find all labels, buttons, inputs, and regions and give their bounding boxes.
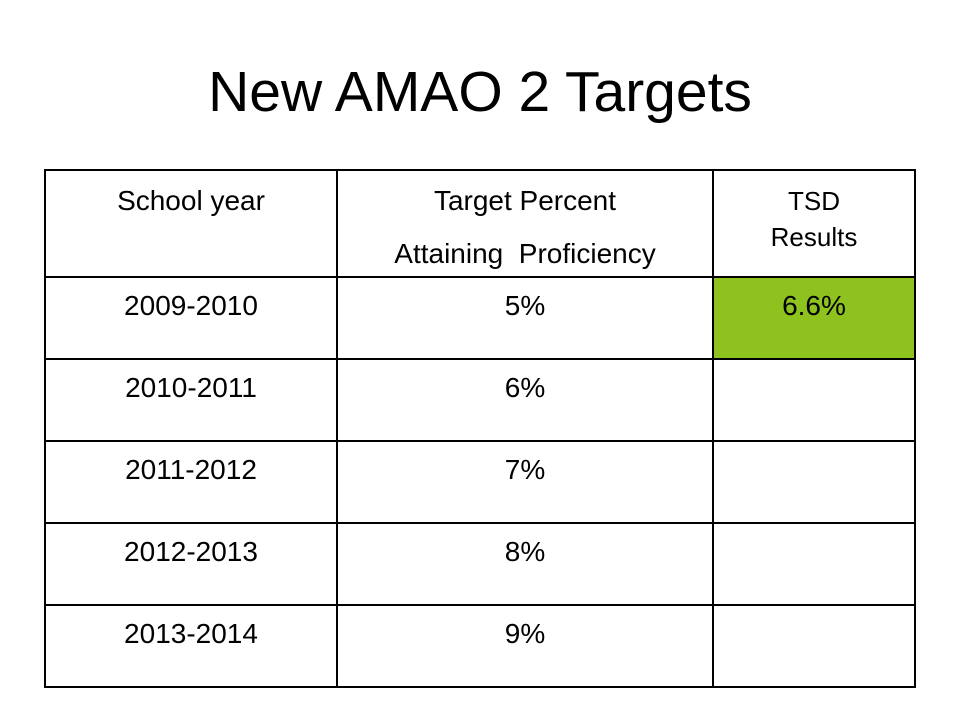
- cell-tsd-result: [712, 604, 916, 688]
- header-target-line1: Target Percent: [433, 185, 617, 216]
- cell-school-year: 2012-2013: [44, 522, 338, 606]
- table-row: 2009-2010 5% 6.6%: [44, 276, 916, 360]
- header-tsd-line1: TSD: [788, 186, 840, 216]
- table-row: 2012-2013 8%: [44, 522, 916, 606]
- header-tsd-results: TSD Results: [712, 169, 916, 278]
- cell-school-year: 2011-2012: [44, 440, 338, 524]
- cell-target-percent: 8%: [336, 522, 714, 606]
- slide-title: New AMAO 2 Targets: [208, 60, 752, 124]
- cell-school-year: 2010-2011: [44, 358, 338, 442]
- cell-tsd-result: [712, 522, 916, 606]
- amao-targets-table: School year Target Percent Attaining Pro…: [44, 169, 916, 688]
- cell-target-percent: 7%: [336, 440, 714, 524]
- table-row: 2010-2011 6%: [44, 358, 916, 442]
- header-school-year: School year: [44, 169, 338, 278]
- cell-school-year: 2009-2010: [44, 276, 338, 360]
- table-row: 2013-2014 9%: [44, 604, 916, 688]
- cell-school-year: 2013-2014: [44, 604, 338, 688]
- cell-tsd-result-highlighted: 6.6%: [712, 276, 916, 360]
- header-school-year-label: School year: [117, 185, 265, 216]
- header-target-percent: Target Percent Attaining Proficiency: [336, 169, 714, 278]
- cell-tsd-result: [712, 440, 916, 524]
- cell-target-percent: 6%: [336, 358, 714, 442]
- table-header-row: School year Target Percent Attaining Pro…: [44, 169, 916, 278]
- header-tsd-line2: Results: [770, 222, 858, 252]
- table-row: 2011-2012 7%: [44, 440, 916, 524]
- header-target-line2: Attaining Proficiency: [394, 238, 656, 269]
- cell-target-percent: 9%: [336, 604, 714, 688]
- cell-target-percent: 5%: [336, 276, 714, 360]
- cell-tsd-result: [712, 358, 916, 442]
